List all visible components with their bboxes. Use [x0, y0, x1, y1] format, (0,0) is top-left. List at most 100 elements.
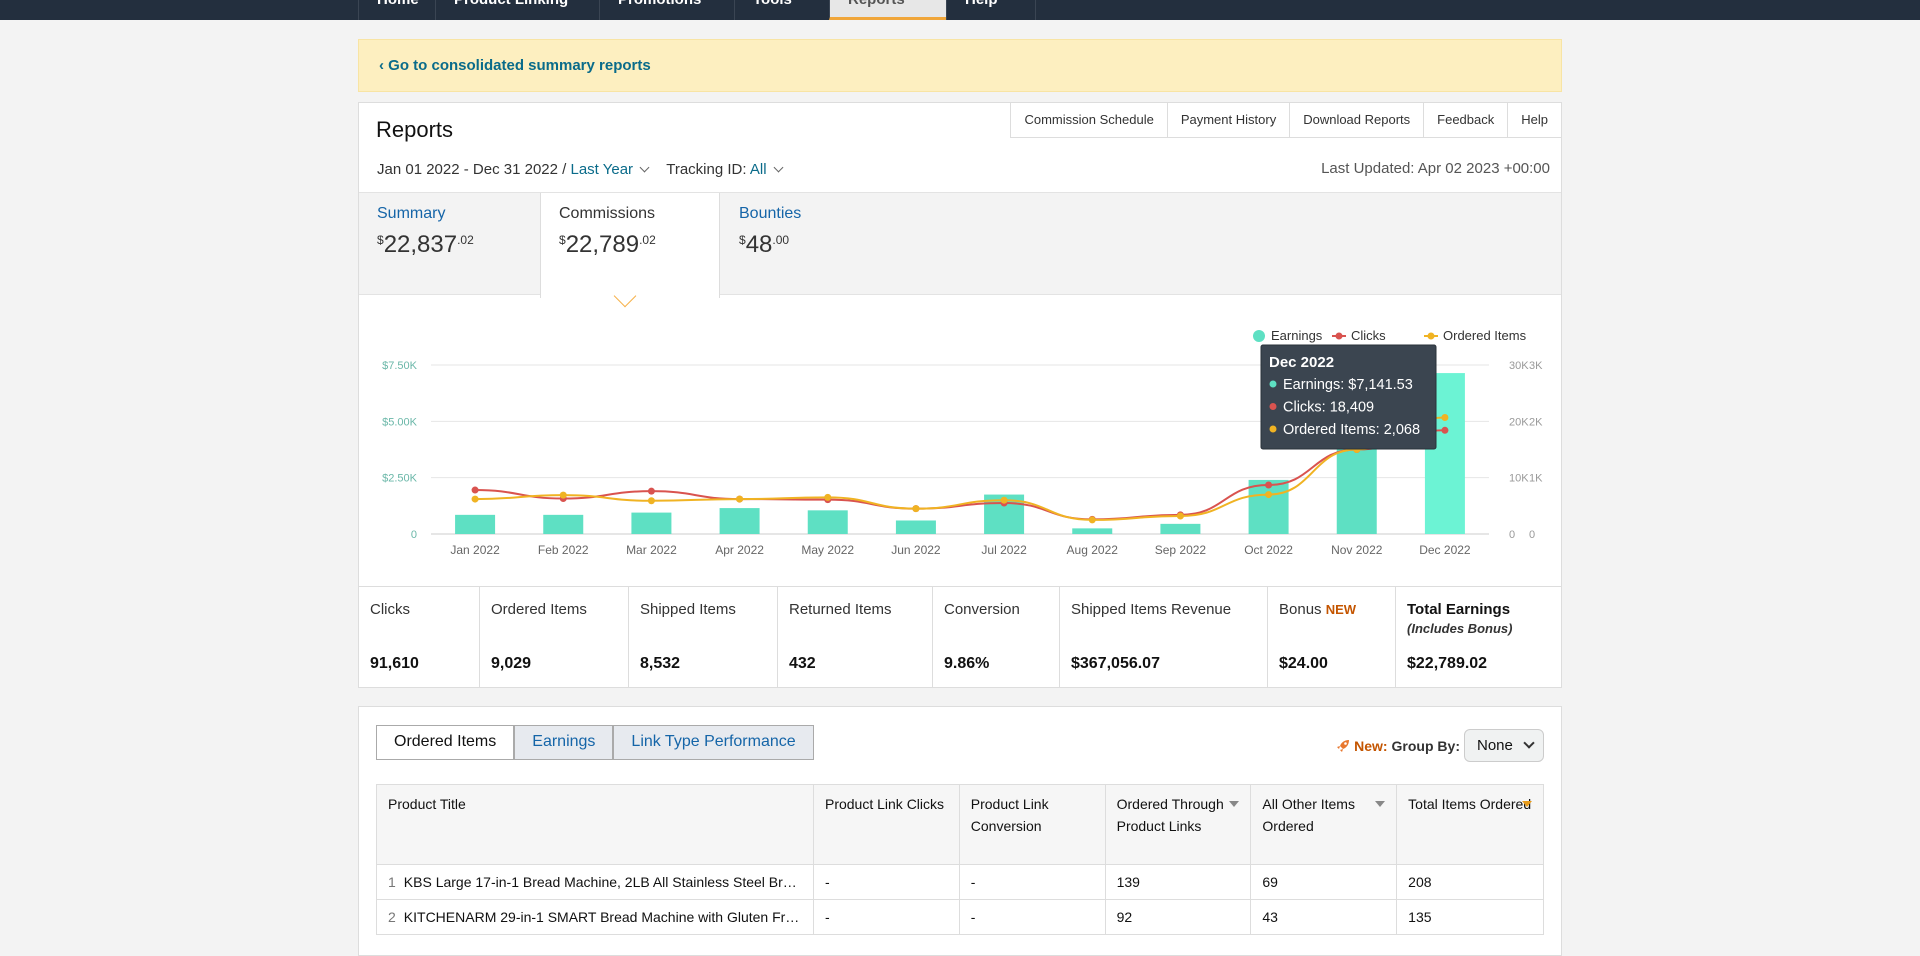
sort-arrow-icon[interactable]: [1375, 801, 1386, 807]
period-dropdown[interactable]: Last Year: [570, 161, 634, 178]
tooltip-title: Dec 2022: [1269, 354, 1334, 371]
x-axis-tick: Oct 2022: [1244, 543, 1293, 557]
series-point: [824, 493, 832, 501]
x-axis-tick: Jan 2022: [450, 543, 500, 557]
feedback-link[interactable]: Feedback: [1423, 103, 1507, 137]
right-axis-tick: 20K: [1509, 416, 1529, 428]
consolidated-summary-link[interactable]: ‹ Go to consolidated summary reports: [379, 57, 651, 74]
nav-tab-promotions[interactable]: Promotions: [599, 0, 735, 20]
commissions-tab[interactable]: Commissions $22,789.02: [540, 193, 720, 298]
column-header-link-clicks[interactable]: Product Link Clicks: [812, 784, 960, 865]
help-link[interactable]: Help: [1507, 103, 1561, 137]
legend-label: Ordered Items: [1443, 328, 1527, 343]
tracking-id-dropdown[interactable]: All: [749, 161, 767, 178]
total-items-cell: 135: [1396, 899, 1544, 935]
series-point: [471, 495, 479, 503]
product-title-cell[interactable]: 1 KBS Large 17-in-1 Bread Machine, 2LB Al…: [376, 864, 814, 900]
series-point: [647, 497, 655, 505]
metric-returned-items: Returned Items 432: [778, 587, 933, 688]
sort-arrow-icon[interactable]: [1522, 801, 1532, 807]
tooltip-line: Clicks: 18,409: [1283, 400, 1374, 416]
total-items-cell: 208: [1396, 864, 1544, 900]
earnings-bar: [455, 514, 496, 534]
download-reports-link[interactable]: Download Reports: [1289, 103, 1423, 137]
page-title: Reports: [376, 117, 454, 142]
left-axis-tick: $5.00K: [382, 416, 418, 428]
series-point: [1000, 496, 1008, 504]
x-axis-tick: Apr 2022: [715, 543, 764, 557]
chevron-down-icon[interactable]: [639, 162, 650, 173]
tooltip-marker: [1269, 425, 1277, 433]
earnings-bar: [543, 514, 584, 534]
metric-bonus: Bonus NEW $24.00: [1268, 587, 1396, 688]
x-axis-tick: Dec 2022: [1419, 543, 1471, 557]
bounties-amount: $48.00: [739, 231, 790, 258]
earnings-bar: [1248, 479, 1289, 534]
column-header-link-conversion[interactable]: Product Link Conversion: [958, 784, 1106, 865]
earnings-bar: [1160, 523, 1201, 534]
metric-clicks: Clicks 91,610: [359, 587, 480, 688]
series-point: [1441, 414, 1449, 422]
detail-report-card: Ordered Items Earnings Link Type Perform…: [358, 706, 1562, 956]
legend-marker: [1335, 332, 1343, 340]
summary-tab[interactable]: Summary $22,837.02: [359, 193, 539, 298]
bounties-tab-label: Bounties: [739, 205, 802, 222]
new-badge: NEW: [1325, 602, 1357, 617]
product-title-cell[interactable]: 2 KITCHENARM 29-in-1 SMART Bread Machine …: [376, 899, 814, 935]
ordered-through-links-cell: 92: [1104, 899, 1252, 935]
metric-shipped-items-revenue: Shipped Items Revenue $367,056.07: [1060, 587, 1268, 688]
right-axis-tick: 0: [1529, 529, 1535, 541]
earnings-bar: [895, 520, 936, 534]
tooltip-marker: [1269, 403, 1277, 410]
consolidated-reports-banner: ‹ Go to consolidated summary reports: [358, 39, 1562, 92]
reports-card: Reports Commission Schedule Payment Hist…: [358, 102, 1562, 688]
metric-ordered-items: Ordered Items 9,029: [480, 587, 629, 688]
payment-history-link[interactable]: Payment History: [1166, 103, 1289, 137]
x-axis-tick: Nov 2022: [1331, 543, 1383, 557]
series-point: [647, 487, 655, 495]
column-header-product-title[interactable]: Product Title: [376, 784, 814, 865]
nav-tab-tools[interactable]: Tools: [734, 0, 830, 20]
commission-schedule-link[interactable]: Commission Schedule: [1024, 112, 1154, 127]
column-header-other-items[interactable]: All Other Items Ordered: [1250, 784, 1398, 865]
tracking-id-label: Tracking ID:: [666, 161, 747, 178]
bounties-tab[interactable]: Bounties $48.00: [721, 193, 901, 298]
tab-earnings[interactable]: Earnings: [514, 725, 614, 760]
summary-amount: $22,837.02: [377, 231, 474, 258]
summary-tabs: Summary $22,837.02 Commissions $22,789.0…: [359, 192, 1561, 298]
link-clicks-cell: -: [812, 899, 960, 935]
date-range: Jan 01 2022 - Dec 31 2022 /: [377, 161, 567, 178]
chevron-down-icon[interactable]: [773, 162, 783, 173]
group-by-select[interactable]: None: [1464, 729, 1544, 762]
series-point: [559, 491, 567, 499]
other-items-cell: 43: [1250, 899, 1398, 935]
column-header-total-items[interactable]: Total Items Ordered: [1396, 784, 1544, 865]
tab-ordered-items[interactable]: Ordered Items: [376, 725, 515, 760]
report-links: Commission Schedule Payment History Down…: [1010, 102, 1562, 138]
series-point: [1441, 426, 1449, 434]
earnings-bar: [631, 512, 672, 534]
nav-tab-product-linking[interactable]: Product Linking: [435, 0, 600, 20]
metric-shipped-items: Shipped Items 8,532: [629, 587, 778, 688]
series-point: [736, 495, 744, 503]
tab-link-type-performance[interactable]: Link Type Performance: [613, 725, 814, 760]
sort-arrow-icon[interactable]: [1229, 801, 1240, 807]
earnings-chart: 0 0 0 $2.50K 10K 1K $5.00K 20K 2K $7.50K 30K 3K Jan …: [382, 328, 1543, 557]
detail-tabs: Ordered Items Earnings Link Type Perform…: [376, 725, 814, 760]
table-row: 1 KBS Large 17-in-1 Bread Machine, 2LB Al…: [376, 864, 1544, 900]
earnings-bar: [1072, 528, 1113, 534]
x-axis-tick: Mar 2022: [626, 543, 677, 557]
tooltip-line: Ordered Items: 2,068: [1283, 422, 1420, 438]
left-axis-tick: $2.50K: [382, 473, 418, 485]
link-clicks-cell: -: [812, 864, 960, 900]
ordered-through-links-cell: 139: [1104, 864, 1252, 900]
nav-tab-reports[interactable]: Reports: [829, 0, 947, 20]
series-point: [1176, 512, 1184, 520]
column-header-ordered-through-links[interactable]: Ordered Through Product Links: [1104, 784, 1252, 865]
commissions-amount: $22,789.02: [559, 231, 656, 258]
other-items-cell: 69: [1250, 864, 1398, 900]
x-axis-tick: May 2022: [801, 543, 854, 557]
nav-tab-help[interactable]: Help: [946, 0, 1036, 20]
nav-tab-home[interactable]: Home: [358, 0, 436, 20]
right-axis-tick: 10K: [1509, 473, 1529, 485]
